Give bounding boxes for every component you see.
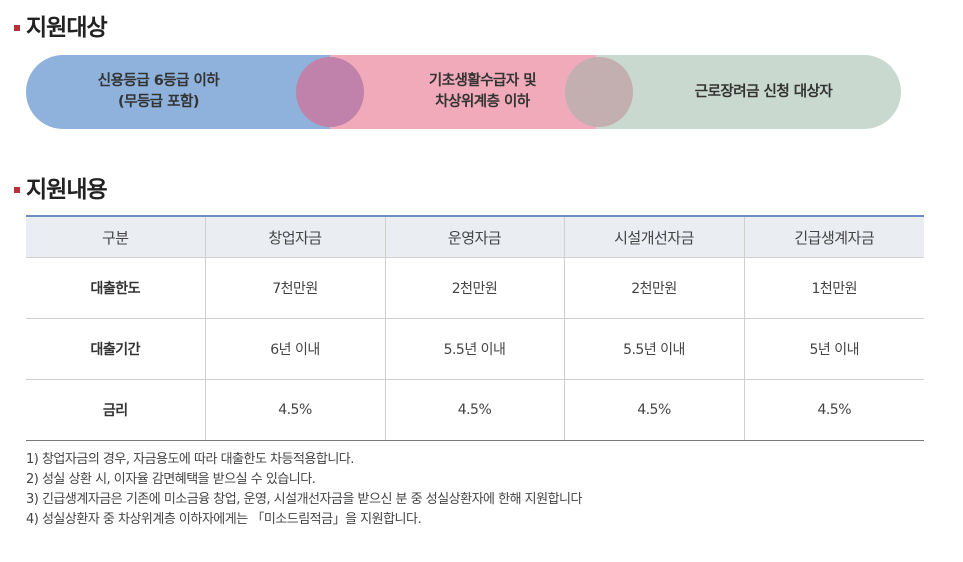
table-cell: 6년 이내 bbox=[205, 318, 386, 380]
table-cell: 2천만원 bbox=[564, 257, 745, 319]
table-cell: 4.5% bbox=[744, 379, 924, 441]
section-title-support-target: 지원대상 bbox=[14, 8, 108, 42]
table-cell: 5년 이내 bbox=[744, 318, 924, 380]
table-header-cell: 운영자금 bbox=[385, 216, 565, 258]
support-target-title: 지원대상 bbox=[26, 15, 108, 41]
target-label: 근로장려금 신청 대상자 bbox=[694, 83, 833, 100]
table-cell: 4.5% bbox=[385, 379, 565, 441]
table-row: 금리 4.5% 4.5% 4.5% 4.5% bbox=[26, 379, 924, 441]
table-header-cell: 구분 bbox=[26, 216, 206, 258]
overlap-circle bbox=[296, 57, 364, 127]
footnotes: 1) 창업자금의 경우, 자금용도에 따라 대출한도 차등적용합니다. 2) 성… bbox=[26, 450, 582, 530]
row-label: 대출기간 bbox=[26, 318, 206, 380]
row-label: 금리 bbox=[26, 379, 206, 441]
footnote: 2) 성실 상환 시, 이자율 감면혜택을 받으실 수 있습니다. bbox=[26, 472, 316, 487]
table-header-cell: 긴급생계자금 bbox=[744, 216, 924, 258]
overlap-circle bbox=[565, 57, 633, 127]
table-row: 대출한도 7천만원 2천만원 2천만원 1천만원 bbox=[26, 257, 924, 319]
target-label: 신용등급 6등급 이하 (무등급 포함) bbox=[97, 73, 220, 110]
table-header-cell: 시설개선자금 bbox=[564, 216, 745, 258]
footnote: 3) 긴급생계자금은 기존에 미소금융 창업, 운영, 시설개선자금을 받으신 … bbox=[26, 492, 582, 507]
table-cell: 4.5% bbox=[564, 379, 745, 441]
support-content-title: 지원내용 bbox=[26, 177, 108, 203]
footnote: 4) 성실상환자 중 차상위계층 이하자에게는 「미소드림적금」을 지원합니다. bbox=[26, 512, 422, 527]
bullet-icon bbox=[14, 25, 20, 31]
section-title-support-content: 지원내용 bbox=[14, 170, 108, 204]
table-cell: 7천만원 bbox=[205, 257, 386, 319]
table-cell: 1천만원 bbox=[744, 257, 924, 319]
footnote: 1) 창업자금의 경우, 자금용도에 따라 대출한도 차등적용합니다. bbox=[26, 452, 354, 467]
target-label: 기초생활수급자 및 차상위계층 이하 bbox=[428, 73, 537, 110]
table-cell: 4.5% bbox=[205, 379, 386, 441]
table-row: 대출기간 6년 이내 5.5년 이내 5.5년 이내 5년 이내 bbox=[26, 318, 924, 380]
table-cell: 5.5년 이내 bbox=[385, 318, 565, 380]
table-header-cell: 창업자금 bbox=[205, 216, 386, 258]
support-content-table: 구분 창업자금 운영자금 시설개선자금 긴급생계자금 대출한도 7천만원 2천만… bbox=[26, 215, 924, 441]
table-header-row: 구분 창업자금 운영자금 시설개선자금 긴급생계자금 bbox=[26, 216, 924, 258]
bullet-icon bbox=[14, 187, 20, 193]
table-cell: 5.5년 이내 bbox=[564, 318, 745, 380]
row-label: 대출한도 bbox=[26, 257, 206, 319]
table-cell: 2천만원 bbox=[385, 257, 565, 319]
support-target-diagram: 신용등급 6등급 이하 (무등급 포함) 기초생활수급자 및 차상위계층 이하 … bbox=[26, 55, 901, 129]
target-pill-earned-income-credit: 근로장려금 신청 대상자 bbox=[596, 55, 901, 129]
